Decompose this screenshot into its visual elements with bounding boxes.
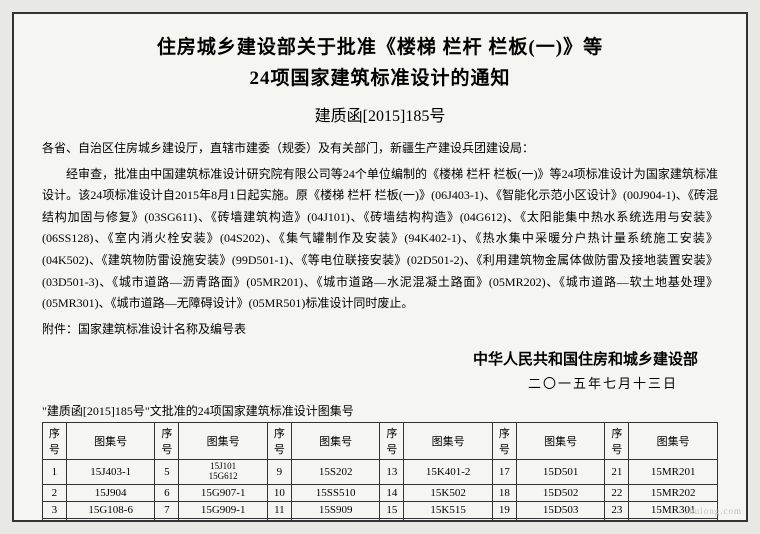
cell-code: 15SS510 <box>291 485 380 502</box>
table-row: 415G611815S1281215K205-11615D5002015D505… <box>43 519 718 522</box>
cell-idx: 5 <box>155 460 179 485</box>
cell-idx: 6 <box>155 485 179 502</box>
cell-code: 15D502 <box>516 485 605 502</box>
table-header-row: 序号 图集号 序号 图集号 序号 图集号 序号 图集号 序号 图集号 序号 图集… <box>43 423 718 460</box>
cell-code: 15G611 <box>66 519 155 522</box>
header-idx: 序号 <box>605 423 629 460</box>
cell-idx: 10 <box>267 485 291 502</box>
header-code: 图集号 <box>629 423 718 460</box>
cell-idx: 9 <box>267 460 291 485</box>
cell-idx: 15 <box>380 502 404 519</box>
cell-code: 15D505 <box>516 519 605 522</box>
header-code: 图集号 <box>179 423 268 460</box>
cell-code: 15S128 <box>179 519 268 522</box>
table-row: 215J904615G907-11015SS5101415K5021815D50… <box>43 485 718 502</box>
paragraph-main: 经审查，批准由中国建筑标准设计研究院有限公司等24个单位编制的《楼梯 栏杆 栏板… <box>42 164 718 315</box>
cell-idx: 2 <box>43 485 67 502</box>
cell-idx: 14 <box>380 485 404 502</box>
cell-code: 15G108-6 <box>66 502 155 519</box>
cell-code: 15K401-2 <box>404 460 493 485</box>
paragraph-addressee: 各省、自治区住房城乡建设厅，直辖市建委（规委）及有关部门，新疆生产建设兵团建设局… <box>42 138 718 160</box>
header-code: 图集号 <box>291 423 380 460</box>
document-frame: 住房城乡建设部关于批准《楼梯 栏杆 栏板(一)》等 24项国家建筑标准设计的通知… <box>12 12 748 522</box>
cell-idx: 16 <box>380 519 404 522</box>
cell-code: 15G909-1 <box>179 502 268 519</box>
table-row: 115J403-1515J10115G612915S2021315K401-21… <box>43 460 718 485</box>
cell-code: 15J10115G612 <box>179 460 268 485</box>
cell-idx: 7 <box>155 502 179 519</box>
cell-code: 15G907-1 <box>179 485 268 502</box>
cell-idx: 1 <box>43 460 67 485</box>
cell-idx: 13 <box>380 460 404 485</box>
cell-code: 15K205-1 <box>291 519 380 522</box>
cell-idx: 11 <box>267 502 291 519</box>
paragraph-attachment: 附件：国家建筑标准设计名称及编号表 <box>42 319 718 341</box>
cell-idx: 21 <box>605 460 629 485</box>
standards-table: 序号 图集号 序号 图集号 序号 图集号 序号 图集号 序号 图集号 序号 图集… <box>42 422 718 522</box>
title-line-2: 24项国家建筑标准设计的通知 <box>42 63 718 90</box>
title-line-1: 住房城乡建设部关于批准《楼梯 栏杆 栏板(一)》等 <box>42 32 718 59</box>
header-code: 图集号 <box>516 423 605 460</box>
header-idx: 序号 <box>492 423 516 460</box>
cell-code: 15MR201 <box>629 460 718 485</box>
header-idx: 序号 <box>155 423 179 460</box>
cell-idx: 4 <box>43 519 67 522</box>
header-code: 图集号 <box>404 423 493 460</box>
cell-code: 15D501 <box>516 460 605 485</box>
header-idx: 序号 <box>380 423 404 460</box>
cell-idx: 20 <box>492 519 516 522</box>
cell-idx: 18 <box>492 485 516 502</box>
table-caption: "建质函[2015]185号"文批准的24项国家建筑标准设计图集号 <box>42 402 718 419</box>
cell-code: 15MR202 <box>629 485 718 502</box>
cell-code: 15K502 <box>404 485 493 502</box>
cell-code: 15S202 <box>291 460 380 485</box>
table-row: 315G108-6715G909-11115S9091515K5151915D5… <box>43 502 718 519</box>
cell-code: 15K515 <box>404 502 493 519</box>
cell-code: 15J403-1 <box>66 460 155 485</box>
watermark: zhulong.com <box>684 506 742 516</box>
cell-code: 15J904 <box>66 485 155 502</box>
cell-code: 15S909 <box>291 502 380 519</box>
date: 二〇一五年七月十三日 <box>42 373 718 392</box>
cell-idx: 17 <box>492 460 516 485</box>
signature: 中华人民共和国住房和城乡建设部 <box>42 348 718 369</box>
cell-idx: 3 <box>43 502 67 519</box>
cell-code: 15D503 <box>516 502 605 519</box>
header-idx: 序号 <box>43 423 67 460</box>
cell-idx: 24 <box>605 519 629 522</box>
cell-code: 15MR501 <box>629 519 718 522</box>
cell-idx: 8 <box>155 519 179 522</box>
cell-idx: 22 <box>605 485 629 502</box>
document-number: 建质函[2015]185号 <box>42 102 718 126</box>
header-idx: 序号 <box>267 423 291 460</box>
cell-idx: 12 <box>267 519 291 522</box>
cell-idx: 19 <box>492 502 516 519</box>
cell-idx: 23 <box>605 502 629 519</box>
header-code: 图集号 <box>66 423 155 460</box>
cell-code: 15D500 <box>404 519 493 522</box>
